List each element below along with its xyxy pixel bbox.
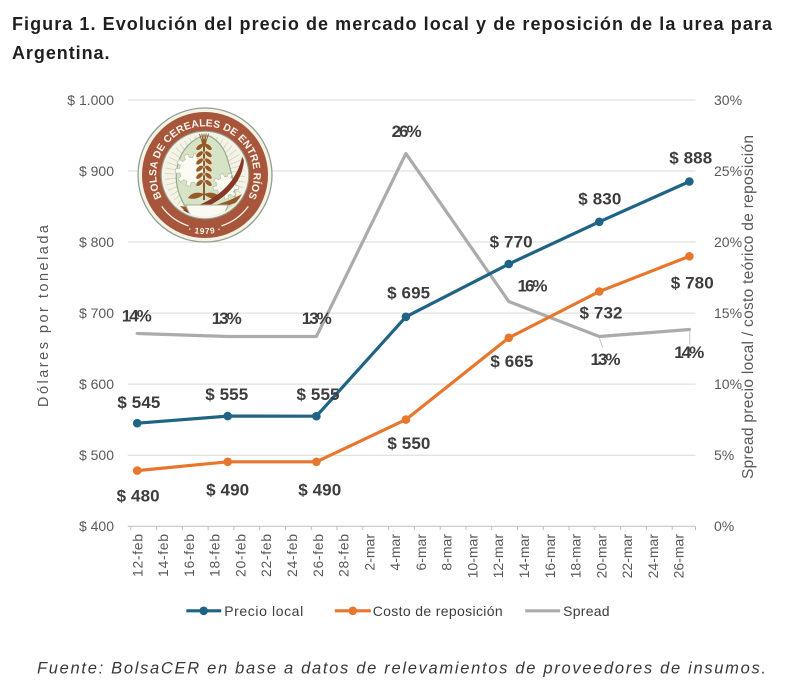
svg-text:$ 900: $ 900 [79, 163, 114, 179]
svg-text:0%: 0% [714, 518, 734, 534]
svg-text:$ 555: $ 555 [297, 385, 340, 404]
svg-text:$ 665: $ 665 [490, 352, 533, 371]
svg-text:5%: 5% [714, 447, 734, 463]
svg-text:16%: 16% [518, 277, 548, 296]
svg-text:$ 490: $ 490 [298, 480, 341, 499]
svg-text:4-mar: 4-mar [387, 534, 403, 571]
svg-text:12-mar: 12-mar [490, 534, 506, 579]
svg-text:$ 400: $ 400 [79, 518, 114, 534]
svg-text:26%: 26% [392, 122, 422, 141]
svg-text:$ 550: $ 550 [387, 434, 430, 453]
svg-text:16-feb: 16-feb [181, 534, 197, 577]
svg-text:13%: 13% [212, 309, 242, 328]
svg-text:26-mar: 26-mar [671, 534, 687, 579]
svg-text:$ 555: $ 555 [205, 385, 248, 404]
svg-text:14%: 14% [674, 343, 704, 362]
svg-text:14-mar: 14-mar [516, 534, 532, 579]
svg-text:25%: 25% [714, 163, 742, 179]
svg-text:$ 490: $ 490 [206, 480, 249, 499]
svg-text:10%: 10% [714, 376, 742, 392]
svg-text:24-mar: 24-mar [645, 534, 661, 579]
svg-text:20-mar: 20-mar [593, 534, 609, 579]
svg-text:14-feb: 14-feb [155, 534, 171, 577]
svg-text:22-feb: 22-feb [258, 534, 274, 577]
svg-text:$ 480: $ 480 [117, 487, 160, 506]
svg-text:$ 800: $ 800 [79, 234, 114, 250]
svg-text:30%: 30% [714, 92, 742, 108]
svg-text:$ 888: $ 888 [669, 149, 712, 168]
svg-text:$ 1.000: $ 1.000 [67, 92, 114, 108]
svg-text:$ 500: $ 500 [79, 447, 114, 463]
svg-text:10-mar: 10-mar [464, 534, 480, 579]
svg-text:$ 780: $ 780 [671, 274, 714, 293]
svg-text:22-mar: 22-mar [619, 534, 635, 579]
svg-text:20-feb: 20-feb [232, 534, 248, 577]
svg-text:· 1979 ·: · 1979 · [187, 224, 222, 236]
svg-text:16-mar: 16-mar [542, 534, 558, 579]
svg-text:6-mar: 6-mar [413, 534, 429, 571]
svg-text:2-mar: 2-mar [361, 534, 377, 571]
svg-text:8-mar: 8-mar [439, 534, 455, 571]
svg-text:13%: 13% [591, 350, 621, 369]
svg-text:24-feb: 24-feb [284, 534, 300, 577]
svg-text:18-feb: 18-feb [207, 534, 223, 577]
svg-text:$ 770: $ 770 [490, 233, 533, 252]
svg-text:26-feb: 26-feb [310, 534, 326, 577]
svg-text:13%: 13% [302, 309, 332, 328]
svg-text:14%: 14% [122, 307, 152, 326]
svg-text:Precio local: Precio local [224, 603, 303, 619]
svg-text:12-feb: 12-feb [129, 534, 145, 577]
svg-text:Fuente: BolsaCER en base a dat: Fuente: BolsaCER en base a datos de rele… [37, 660, 766, 678]
svg-text:28-feb: 28-feb [336, 534, 352, 577]
svg-text:Spread: Spread [563, 603, 610, 619]
svg-text:$ 695: $ 695 [387, 284, 430, 303]
svg-text:18-mar: 18-mar [568, 534, 584, 579]
svg-text:$ 732: $ 732 [580, 304, 623, 323]
svg-text:$ 830: $ 830 [578, 190, 621, 209]
svg-text:Spread precio local / costo te: Spread precio local / costo teórico de r… [740, 135, 757, 479]
svg-text:$ 700: $ 700 [79, 305, 114, 321]
svg-text:$ 600: $ 600 [79, 376, 114, 392]
svg-text:15%: 15% [714, 305, 742, 321]
svg-text:Argentina.: Argentina. [12, 43, 110, 63]
svg-text:20%: 20% [714, 234, 742, 250]
svg-text:Costo de reposición: Costo de reposición [373, 603, 503, 619]
svg-text:$ 545: $ 545 [117, 393, 160, 412]
